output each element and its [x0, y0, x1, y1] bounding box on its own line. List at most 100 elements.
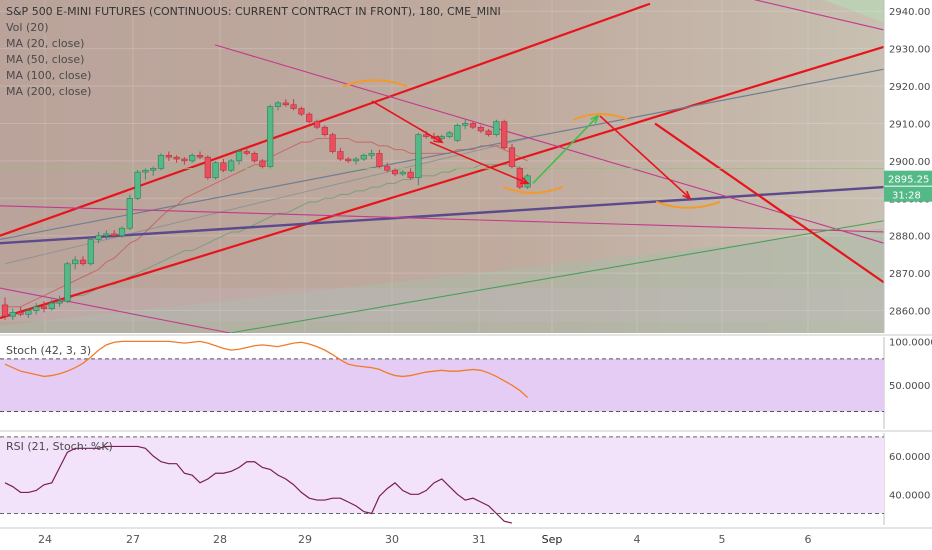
- arrow-down-2-head: [519, 177, 530, 185]
- ma-purple-line: [0, 185, 885, 245]
- candle-body: [508, 147, 516, 167]
- candle-body: [446, 132, 453, 137]
- candle-body: [485, 130, 492, 135]
- magenta-line-descend: [214, 44, 885, 244]
- last-price-badge: [884, 170, 932, 186]
- candle-body: [384, 166, 391, 171]
- price-tick-label: 2880.00: [889, 232, 930, 243]
- candle-body: [337, 151, 344, 160]
- candle-body: [274, 102, 282, 107]
- candle-body: [501, 121, 508, 149]
- candle-body: [126, 198, 133, 229]
- candle-body: [352, 158, 360, 162]
- price-tick-label: 2920.00: [889, 82, 930, 93]
- arc-top-1: [342, 79, 408, 88]
- price-axis-bg: [884, 0, 932, 525]
- candle-body: [376, 153, 383, 167]
- candle-body: [360, 154, 367, 160]
- candle-body: [48, 302, 55, 309]
- candle-body: [87, 239, 94, 265]
- rsi-line: [4, 445, 513, 524]
- price-tick-label: 2860.00: [889, 307, 930, 318]
- countdown-value: 31:28: [892, 191, 921, 202]
- rsi-tick-label: 60.0000: [889, 452, 930, 463]
- candle-body: [345, 158, 352, 162]
- magenta-line-top: [753, 0, 885, 31]
- rsi-band: [0, 436, 884, 514]
- chart-title: S&P 500 E-MINI FUTURES (CONTINUOUS: CURR…: [6, 5, 501, 18]
- candle-body: [493, 121, 500, 135]
- arc-bottom-2: [655, 200, 721, 209]
- ma-red-line: [5, 137, 528, 308]
- candle-body: [423, 134, 430, 137]
- arrow-down-3: [599, 115, 691, 199]
- time-tick-label: 24: [38, 533, 52, 546]
- candle-body: [17, 312, 24, 315]
- candle-body: [56, 300, 63, 304]
- green-trendline: [229, 220, 885, 334]
- volume-area: [0, 288, 884, 322]
- channel-lower-line: [0, 45, 885, 320]
- legend-ma200: MA (200, close): [6, 85, 92, 98]
- time-tick-label: 31: [472, 533, 486, 546]
- last-price-value: 2895.25: [888, 175, 929, 186]
- candle-body: [150, 168, 157, 171]
- candle-body: [469, 123, 477, 128]
- candle-body: [477, 126, 484, 132]
- lower-zone-tint: [0, 228, 884, 333]
- candle-body: [462, 123, 469, 126]
- arrow-up-green: [532, 115, 599, 184]
- candle-body: [173, 156, 180, 160]
- time-tick-label: 27: [126, 533, 140, 546]
- candle-body: [103, 233, 110, 237]
- candle-body: [407, 171, 414, 179]
- candle-body: [189, 154, 196, 162]
- legend-ma50: MA (50, close): [6, 53, 85, 66]
- channel-upper-line: [0, 2, 651, 237]
- time-tick-label: 30: [385, 533, 399, 546]
- candle-body: [391, 169, 399, 175]
- candle-body: [64, 263, 71, 302]
- candle-body: [290, 104, 297, 109]
- descending-resistance-line: [654, 122, 885, 284]
- candle-body: [259, 160, 266, 167]
- arrow-down-2: [429, 141, 529, 185]
- candle-body: [516, 168, 523, 188]
- chart-legend: S&P 500 E-MINI FUTURES (CONTINUOUS: CURR…: [6, 4, 501, 100]
- magenta-line-low: [0, 205, 885, 233]
- arrow-up-green-head: [590, 114, 600, 124]
- candle-body: [282, 102, 289, 106]
- time-tick-label: 28: [213, 533, 227, 546]
- legend-vol: Vol (20): [6, 21, 49, 34]
- price-tick-label: 2910.00: [889, 119, 930, 130]
- candle-body: [415, 134, 422, 179]
- price-tick-label: 2900.00: [889, 157, 930, 168]
- stoch-tick-label: 50.0000: [889, 381, 930, 392]
- stoch-tick-label: 100.0000: [889, 337, 932, 348]
- candle-body: [196, 154, 204, 158]
- candle-body: [204, 156, 211, 179]
- countdown-badge: [884, 186, 932, 202]
- candle-body: [313, 121, 321, 128]
- candle-body: [142, 169, 149, 173]
- arc-top-2: [572, 112, 630, 121]
- rsi-label: RSI (21, Stoch: %K): [6, 440, 113, 453]
- candle-body: [134, 171, 141, 199]
- stoch-line: [4, 340, 529, 398]
- candle-body: [165, 154, 172, 158]
- candle-body: [9, 312, 16, 317]
- magenta-line-left: [0, 287, 231, 334]
- candle-body: [157, 154, 165, 169]
- candle-body: [306, 113, 313, 122]
- candle-body: [181, 158, 188, 162]
- arc-bottom-1: [502, 185, 564, 194]
- candle-body: [267, 106, 274, 167]
- arrow-down-1: [371, 100, 443, 143]
- candle-body: [329, 134, 336, 152]
- candle-body: [40, 306, 48, 309]
- candle-body: [235, 151, 243, 162]
- candle-body: [72, 259, 79, 265]
- candle-body: [33, 306, 40, 311]
